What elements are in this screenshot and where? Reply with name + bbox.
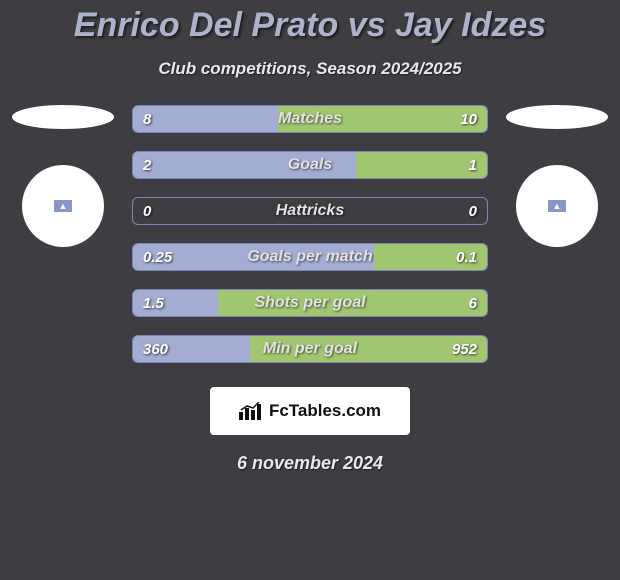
stat-value-left: 360 bbox=[143, 336, 168, 362]
date: 6 november 2024 bbox=[0, 453, 620, 474]
stat-value-left: 1.5 bbox=[143, 290, 164, 316]
stat-value-right: 0.1 bbox=[456, 244, 477, 270]
fctables-logo: FcTables.com bbox=[210, 387, 410, 435]
stat-value-left: 0 bbox=[143, 198, 151, 224]
subtitle: Club competitions, Season 2024/2025 bbox=[0, 59, 620, 79]
stat-value-left: 2 bbox=[143, 152, 151, 178]
player-right-column: ▲ bbox=[502, 105, 612, 381]
bar-chart-icon bbox=[239, 402, 263, 420]
stat-label: Goals bbox=[133, 152, 487, 178]
stat-row: 2Goals1 bbox=[132, 151, 488, 179]
stat-row: 0Hattricks0 bbox=[132, 197, 488, 225]
stat-bars: 8Matches102Goals10Hattricks00.25Goals pe… bbox=[118, 105, 502, 381]
player-right-club: ▲ bbox=[516, 165, 598, 247]
stat-value-left: 0.25 bbox=[143, 244, 172, 270]
stat-row: 1.5Shots per goal6 bbox=[132, 289, 488, 317]
image-placeholder-icon: ▲ bbox=[52, 198, 74, 214]
stat-value-right: 6 bbox=[469, 290, 477, 316]
player-left-flag bbox=[12, 105, 114, 129]
stat-label: Hattricks bbox=[133, 198, 487, 224]
stat-label: Min per goal bbox=[133, 336, 487, 362]
player-left-column: ▲ bbox=[8, 105, 118, 381]
stat-label: Goals per match bbox=[133, 244, 487, 270]
stat-value-right: 952 bbox=[452, 336, 477, 362]
stat-value-right: 1 bbox=[469, 152, 477, 178]
comparison-panel: ▲ 8Matches102Goals10Hattricks00.25Goals … bbox=[0, 105, 620, 381]
stat-value-right: 10 bbox=[460, 106, 477, 132]
stat-value-right: 0 bbox=[469, 198, 477, 224]
stat-label: Matches bbox=[133, 106, 487, 132]
image-placeholder-icon: ▲ bbox=[546, 198, 568, 214]
stat-row: 360Min per goal952 bbox=[132, 335, 488, 363]
logo-text: FcTables.com bbox=[269, 401, 381, 421]
stat-value-left: 8 bbox=[143, 106, 151, 132]
stat-row: 0.25Goals per match0.1 bbox=[132, 243, 488, 271]
stat-row: 8Matches10 bbox=[132, 105, 488, 133]
page-title: Enrico Del Prato vs Jay Idzes bbox=[0, 0, 620, 45]
player-right-flag bbox=[506, 105, 608, 129]
player-left-club: ▲ bbox=[22, 165, 104, 247]
stat-label: Shots per goal bbox=[133, 290, 487, 316]
